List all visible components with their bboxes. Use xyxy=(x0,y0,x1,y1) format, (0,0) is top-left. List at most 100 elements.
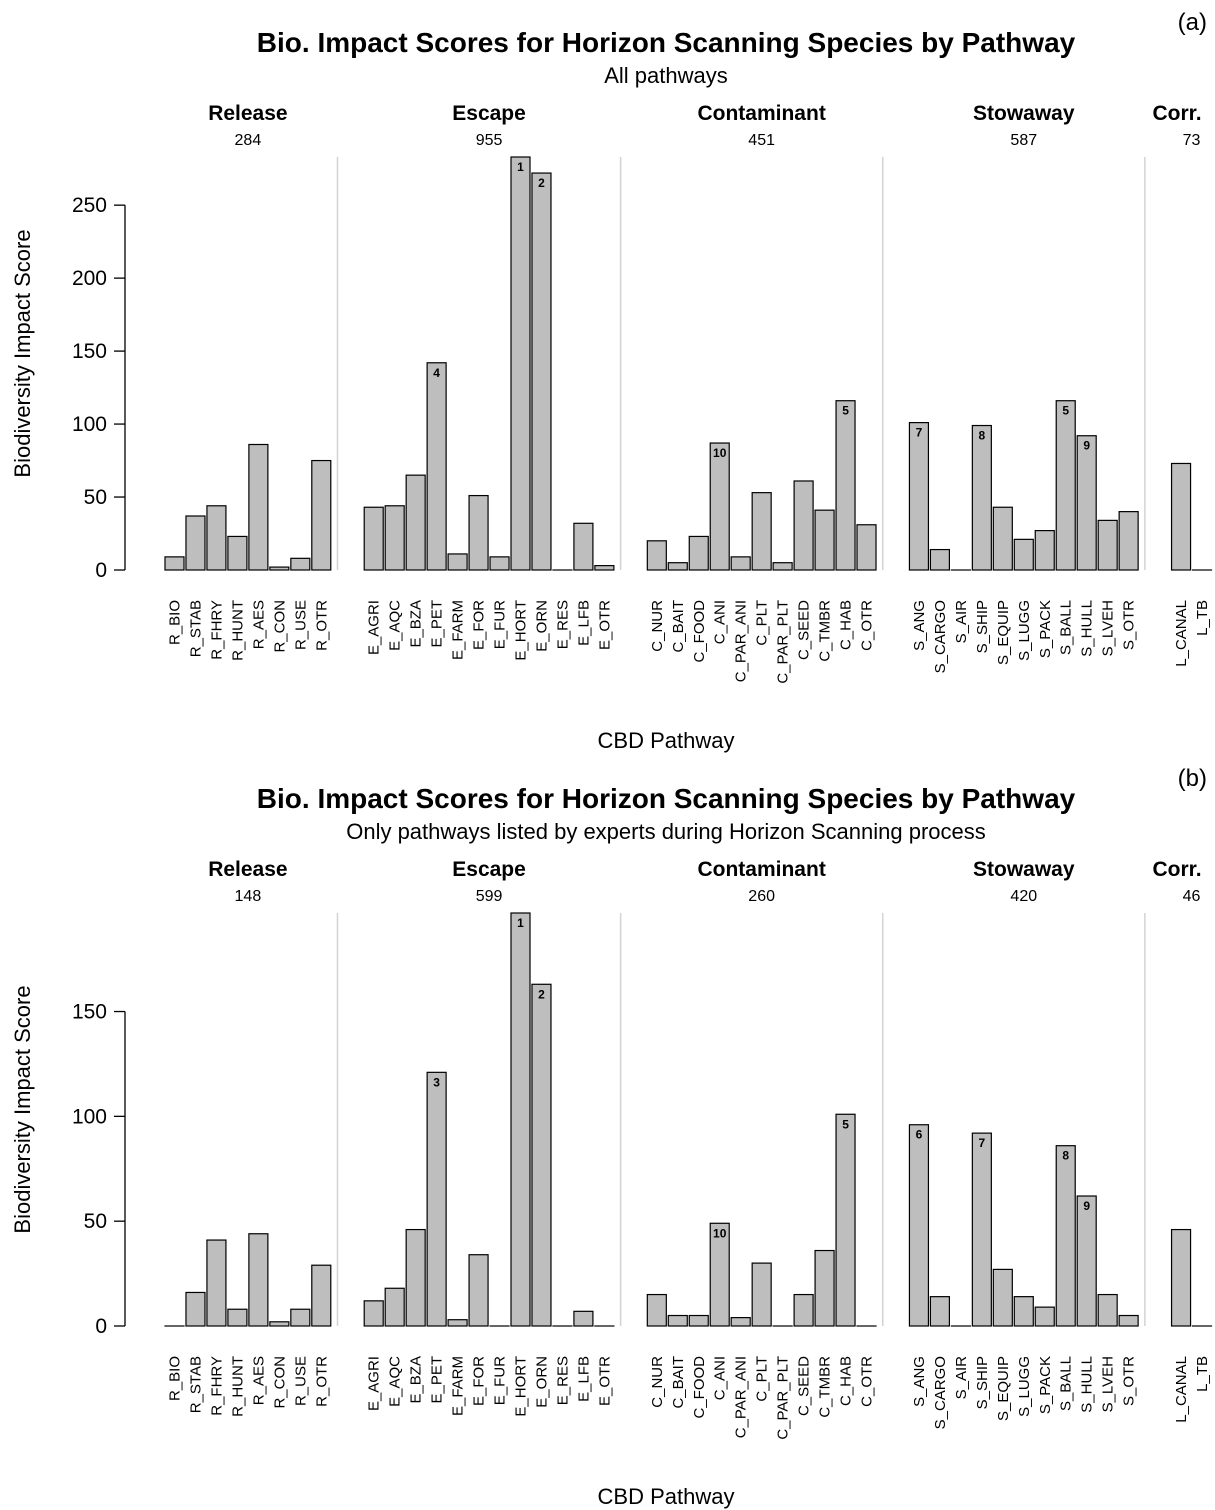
bar xyxy=(1013,1296,1034,1327)
group-name: Escape xyxy=(452,102,526,125)
category-label: R_CON xyxy=(271,1356,288,1409)
y-tick-label: 200 xyxy=(72,267,107,290)
category-label: C_TMBR xyxy=(817,1356,834,1418)
rank-label: 7 xyxy=(916,426,923,440)
category-label: R_AES xyxy=(250,1356,267,1405)
bar xyxy=(856,524,877,571)
rank-label: 5 xyxy=(1062,404,1069,418)
category-label: R_OTR xyxy=(313,600,330,651)
category-label: E_PET xyxy=(429,600,446,648)
category-label: R_FHRY xyxy=(208,600,225,660)
category-label: C_FOOD xyxy=(691,600,708,663)
panel-a: (a) Bio. Impact Scores for Horizon Scanni… xyxy=(10,9,1213,753)
bar xyxy=(311,459,332,571)
category-label: S_CARGO xyxy=(932,1356,949,1429)
bar xyxy=(1013,538,1034,571)
group-name: Release xyxy=(208,858,287,881)
rank-label: 2 xyxy=(538,176,545,190)
bar xyxy=(709,1222,730,1327)
category-label: R_CON xyxy=(271,600,288,653)
bar xyxy=(1034,529,1055,571)
rank-label: 9 xyxy=(1083,439,1090,453)
category-label: R_OTR xyxy=(313,1356,330,1407)
bar xyxy=(667,562,688,571)
bar xyxy=(730,556,751,571)
bar xyxy=(384,505,405,571)
category-label: E_FUR xyxy=(492,600,509,649)
bar xyxy=(227,1308,248,1327)
rank-label: 1 xyxy=(517,160,524,174)
category-label: E_PET xyxy=(429,1356,446,1404)
bar xyxy=(1170,462,1192,571)
rank-label: 6 xyxy=(916,1128,923,1142)
category-label: C_FOOD xyxy=(691,1356,708,1419)
category-label: E_BZA xyxy=(408,1356,425,1404)
bar xyxy=(405,1228,426,1327)
category-label: S_CARGO xyxy=(932,600,949,673)
bar xyxy=(227,535,248,571)
bar xyxy=(384,1287,405,1327)
y-axis-label: Biodiversity Impact Score xyxy=(10,985,35,1233)
group-name: Release xyxy=(208,102,287,125)
group-total: 420 xyxy=(1010,888,1037,905)
category-label: E_FOR xyxy=(471,1356,488,1406)
bar xyxy=(646,1293,667,1327)
bar xyxy=(248,1233,269,1327)
x-axis-label: CBD Pathway xyxy=(598,728,735,753)
rank-label: 9 xyxy=(1083,1199,1090,1213)
category-label: C_ANI xyxy=(712,1356,729,1400)
bar xyxy=(363,1300,384,1327)
rank-label: 1 xyxy=(517,916,524,930)
bar xyxy=(594,565,615,571)
bar xyxy=(929,548,951,571)
category-label: C_TMBR xyxy=(817,600,834,662)
rank-label: 10 xyxy=(713,1226,727,1240)
bar xyxy=(793,480,814,571)
category-label: S_OTR xyxy=(1121,1356,1138,1406)
rank-label: 10 xyxy=(713,446,727,460)
bar xyxy=(1118,511,1139,571)
bar xyxy=(510,912,531,1327)
category-label: C_OTR xyxy=(859,600,876,651)
y-axis-label: Biodiversity Impact Score xyxy=(10,229,35,477)
category-label: C_BAIT xyxy=(670,600,687,653)
y-tick-label: 100 xyxy=(72,1105,107,1128)
category-label: C_PAR_ANI xyxy=(733,1356,750,1438)
category-label: C_SEED xyxy=(796,1356,813,1416)
bar xyxy=(447,1319,468,1327)
category-label: C_ANI xyxy=(712,600,729,644)
category-label: E_BZA xyxy=(408,600,425,648)
category-label: S_LVEH xyxy=(1100,600,1117,656)
bar xyxy=(426,1071,447,1327)
rank-label: 8 xyxy=(1062,1149,1069,1163)
category-label: C_HAB xyxy=(838,600,855,650)
group-total: 284 xyxy=(235,132,262,149)
bar xyxy=(269,566,290,571)
bar xyxy=(667,1314,688,1327)
category-label: C_NUR xyxy=(649,600,666,652)
category-label: E_HORT xyxy=(513,1356,530,1417)
category-label: S_ANG xyxy=(911,600,928,651)
category-label: S_LUGG xyxy=(1016,600,1033,661)
bar xyxy=(1055,1145,1076,1327)
bar xyxy=(1097,519,1118,571)
category-label: L_TB xyxy=(1194,1356,1211,1392)
category-label: C_PAR_PLT xyxy=(775,1356,792,1440)
chart-subtitle: Only pathways listed by experts during H… xyxy=(346,819,986,844)
bar xyxy=(185,515,206,571)
bar xyxy=(646,540,667,571)
group-total: 73 xyxy=(1183,132,1201,149)
category-label: E_FARM xyxy=(450,1356,467,1416)
bar xyxy=(835,1113,856,1327)
bar xyxy=(971,424,992,571)
category-label: S_EQUIP xyxy=(995,600,1012,665)
bar xyxy=(971,1132,992,1327)
category-label: C_PLT xyxy=(754,1356,771,1402)
chart-subtitle: All pathways xyxy=(604,63,728,88)
y-tick-label: 100 xyxy=(72,413,107,436)
bar xyxy=(688,535,709,571)
bar xyxy=(751,1262,772,1327)
category-label: E_LFB xyxy=(575,600,592,646)
bar xyxy=(363,506,384,571)
